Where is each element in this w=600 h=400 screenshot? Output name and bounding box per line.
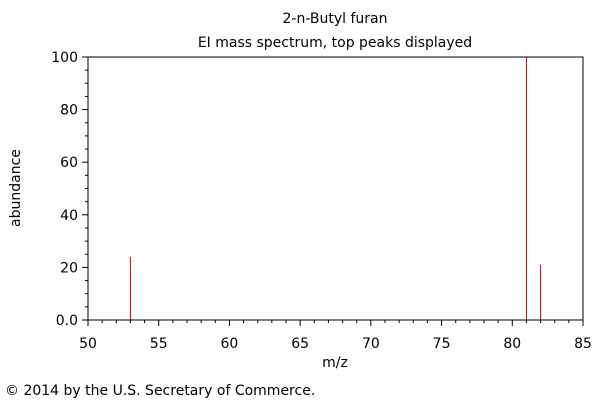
y-tick-label: 20 bbox=[60, 260, 78, 276]
x-tick-label: 55 bbox=[150, 336, 168, 352]
x-tick-label: 80 bbox=[503, 336, 521, 352]
copyright-notice: © 2014 by the U.S. Secretary of Commerce… bbox=[5, 383, 315, 399]
x-tick-label: 75 bbox=[433, 336, 451, 352]
y-tick-label: 80 bbox=[60, 103, 78, 119]
x-tick-label: 65 bbox=[291, 336, 309, 352]
x-tick-label: 60 bbox=[221, 336, 239, 352]
x-axis-label: m/z bbox=[322, 355, 348, 371]
plot-area-frame bbox=[87, 56, 584, 321]
y-tick-label: 0.0 bbox=[56, 313, 78, 329]
y-tick-label: 100 bbox=[51, 50, 78, 66]
chart-title: 2-n-Butyl furan bbox=[283, 11, 388, 27]
ticks-layer: 50 55 60 65 70 75 80 85 0.0 20 40 60 80 100 bbox=[51, 50, 592, 352]
x-tick-label: 85 bbox=[574, 336, 592, 352]
x-tick-label: 50 bbox=[79, 336, 97, 352]
y-tick-label: 60 bbox=[60, 155, 78, 171]
chart-subtitle: EI mass spectrum, top peaks displayed bbox=[198, 35, 472, 51]
peaks-layer bbox=[129, 57, 542, 320]
x-tick-label: 70 bbox=[362, 336, 380, 352]
y-axis-label: abundance bbox=[8, 149, 24, 227]
y-tick-label: 40 bbox=[60, 208, 78, 224]
